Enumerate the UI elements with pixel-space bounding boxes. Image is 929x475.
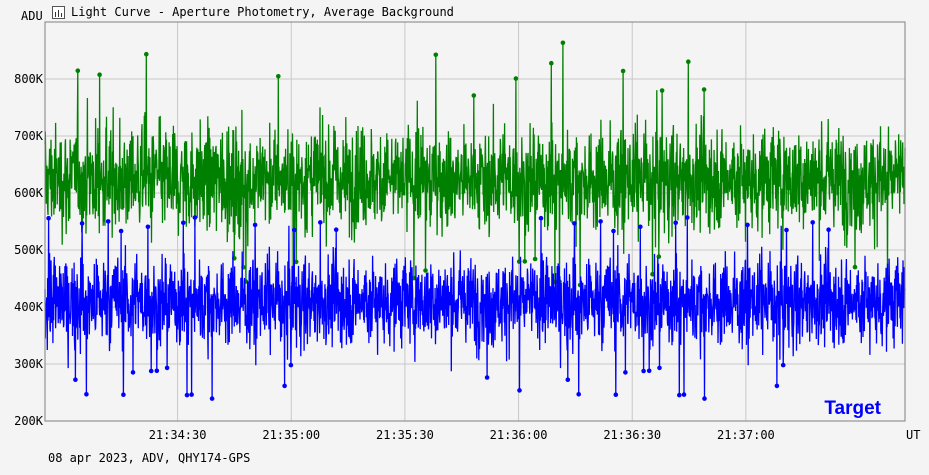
data-point <box>560 40 566 46</box>
x-tick-label: 21:37:00 <box>717 428 775 442</box>
data-point <box>641 368 646 374</box>
x-axis-ticks: 21:34:30 21:35:00 21:35:30 21:36:00 21:36:30… <box>149 428 775 442</box>
data-point <box>681 392 687 397</box>
data-point <box>598 219 603 224</box>
data-point <box>84 392 89 397</box>
footer-info: 08 apr 2023, ADV, QHY174-GPS <box>48 451 251 465</box>
data-point <box>613 392 619 398</box>
data-point <box>148 368 154 374</box>
data-point <box>192 215 198 220</box>
data-point <box>638 224 643 230</box>
data-point <box>677 392 682 398</box>
data-point <box>657 365 662 371</box>
data-point <box>659 88 665 93</box>
data-point <box>181 220 186 226</box>
data-point <box>75 68 81 73</box>
data-point <box>826 227 831 232</box>
data-point <box>745 222 750 228</box>
data-point <box>189 392 194 397</box>
data-point <box>774 383 780 389</box>
y-tick-label: 800K <box>14 72 44 86</box>
data-point <box>517 388 522 393</box>
x-axis-label: UT <box>906 428 920 442</box>
data-point <box>118 228 124 234</box>
data-point <box>105 219 111 224</box>
y-axis-label: ADU <box>21 9 43 23</box>
data-point <box>293 259 299 265</box>
data-point <box>209 396 215 401</box>
series-line <box>44 217 906 399</box>
series-target <box>44 215 906 401</box>
data-point <box>318 220 323 225</box>
data-point <box>673 220 678 226</box>
data-point <box>433 52 439 58</box>
chart-title: Light Curve - Aperture Photometry, Avera… <box>71 5 454 19</box>
data-point <box>538 215 544 221</box>
chart-title-bar: Light Curve - Aperture Photometry, Avera… <box>52 3 454 21</box>
data-point <box>79 221 85 226</box>
data-point <box>484 375 490 380</box>
data-point <box>144 51 149 57</box>
chart-window-icon <box>52 5 65 19</box>
data-point <box>423 268 428 273</box>
x-tick-label: 21:36:30 <box>603 428 661 442</box>
y-tick-label: 600K <box>14 186 44 200</box>
data-point <box>784 227 789 233</box>
data-point <box>611 228 616 234</box>
data-point <box>623 370 628 375</box>
data-point <box>130 370 136 375</box>
plot-area-frame <box>44 21 906 422</box>
data-point <box>252 222 258 228</box>
y-tick-label: 700K <box>14 129 44 143</box>
data-point <box>646 368 652 374</box>
y-tick-label: 400K <box>14 300 44 314</box>
chart-gridlines <box>45 22 905 422</box>
data-point <box>686 59 691 64</box>
x-tick-label: 21:35:30 <box>376 428 434 442</box>
y-tick-label: 300K <box>14 357 44 371</box>
data-point <box>145 224 151 230</box>
data-point <box>513 76 519 81</box>
y-tick-label: 200K <box>14 414 44 428</box>
data-point <box>46 215 51 221</box>
data-point <box>572 221 577 226</box>
data-point <box>288 362 294 368</box>
y-axis-ticks: 200K 300K 400K 500K 600K 700K 800K <box>14 72 44 428</box>
data-point <box>620 68 626 74</box>
data-point <box>701 87 707 92</box>
legend-entry-target: Target <box>824 398 881 419</box>
data-point <box>549 60 554 66</box>
data-point <box>780 362 786 368</box>
data-point <box>471 93 477 98</box>
series-line <box>44 42 906 286</box>
data-point <box>121 392 126 398</box>
data-point <box>656 254 662 259</box>
data-point <box>685 215 690 220</box>
x-tick-label: 21:34:30 <box>149 428 207 442</box>
data-point <box>576 392 581 397</box>
x-tick-label: 21:35:00 <box>262 428 320 442</box>
data-point <box>702 396 707 401</box>
data-point <box>282 383 287 389</box>
data-point <box>565 377 571 383</box>
x-tick-label: 21:36:00 <box>490 428 548 442</box>
data-point <box>184 392 190 398</box>
data-point <box>333 227 339 232</box>
data-point <box>650 271 655 277</box>
chart-series <box>44 40 906 401</box>
data-point <box>276 74 281 79</box>
y-tick-label: 500K <box>14 243 44 257</box>
data-point <box>810 220 815 225</box>
data-point <box>532 256 538 262</box>
data-point <box>164 365 170 371</box>
data-point <box>97 72 102 77</box>
data-point <box>852 264 858 270</box>
data-point <box>291 227 297 233</box>
data-point <box>154 368 160 374</box>
data-point <box>522 259 528 264</box>
data-point <box>73 377 78 383</box>
